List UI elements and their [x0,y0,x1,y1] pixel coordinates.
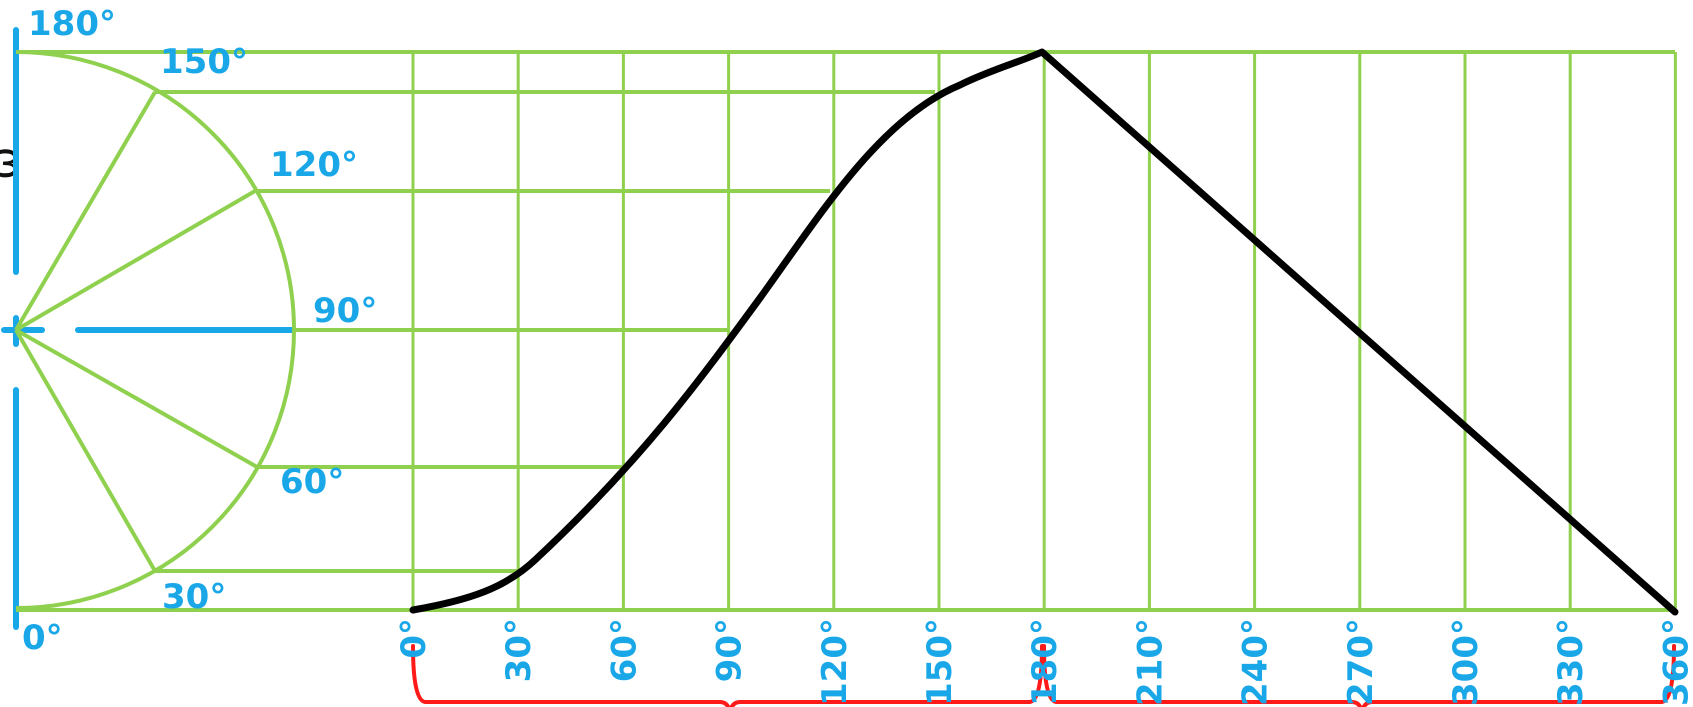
circle-label-30: 30° [162,577,226,617]
axis-angle-labels: 0° 30° 60° 90° 120° 150° 180° 210° 240° 270° 300° 3… [394,618,1693,706]
vertical-axis [1,27,295,630]
axis-label-7: 210° [1130,618,1170,706]
spoke-150 [14,90,157,332]
projection-lines [16,50,1675,612]
axis-label-2: 60° [604,618,644,682]
axis-label-12: 360° [1656,618,1693,706]
spoke-60 [15,328,258,469]
circle-label-0: 0° [22,618,63,658]
axis-label-4: 120° [815,618,855,706]
axis-label-3: 90° [710,618,750,682]
circle-label-180: 180° [28,4,116,44]
axis-label-9: 270° [1341,618,1381,706]
axis-label-5: 150° [920,618,960,706]
axis-label-1: 30° [499,618,539,682]
spoke-120 [14,189,257,332]
circle-label-60: 60° [280,462,344,502]
axis-label-6: 180° [1025,618,1065,706]
displacement-curve [409,48,1679,616]
axis-label-8: 240° [1236,618,1276,706]
vertical-grid [411,52,1677,610]
circle-label-150: 150° [160,42,248,82]
axis-label-0: 0° [394,618,434,659]
circle-label-120: 120° [270,145,358,185]
spoke-30 [14,329,157,572]
circle-label-90: 90° [313,291,377,331]
circle-angle-labels: 0° 30° 60° 90° 120° 150° 180° [22,4,377,658]
axis-label-10: 300° [1446,618,1486,706]
axis-label-11: 330° [1551,618,1591,706]
